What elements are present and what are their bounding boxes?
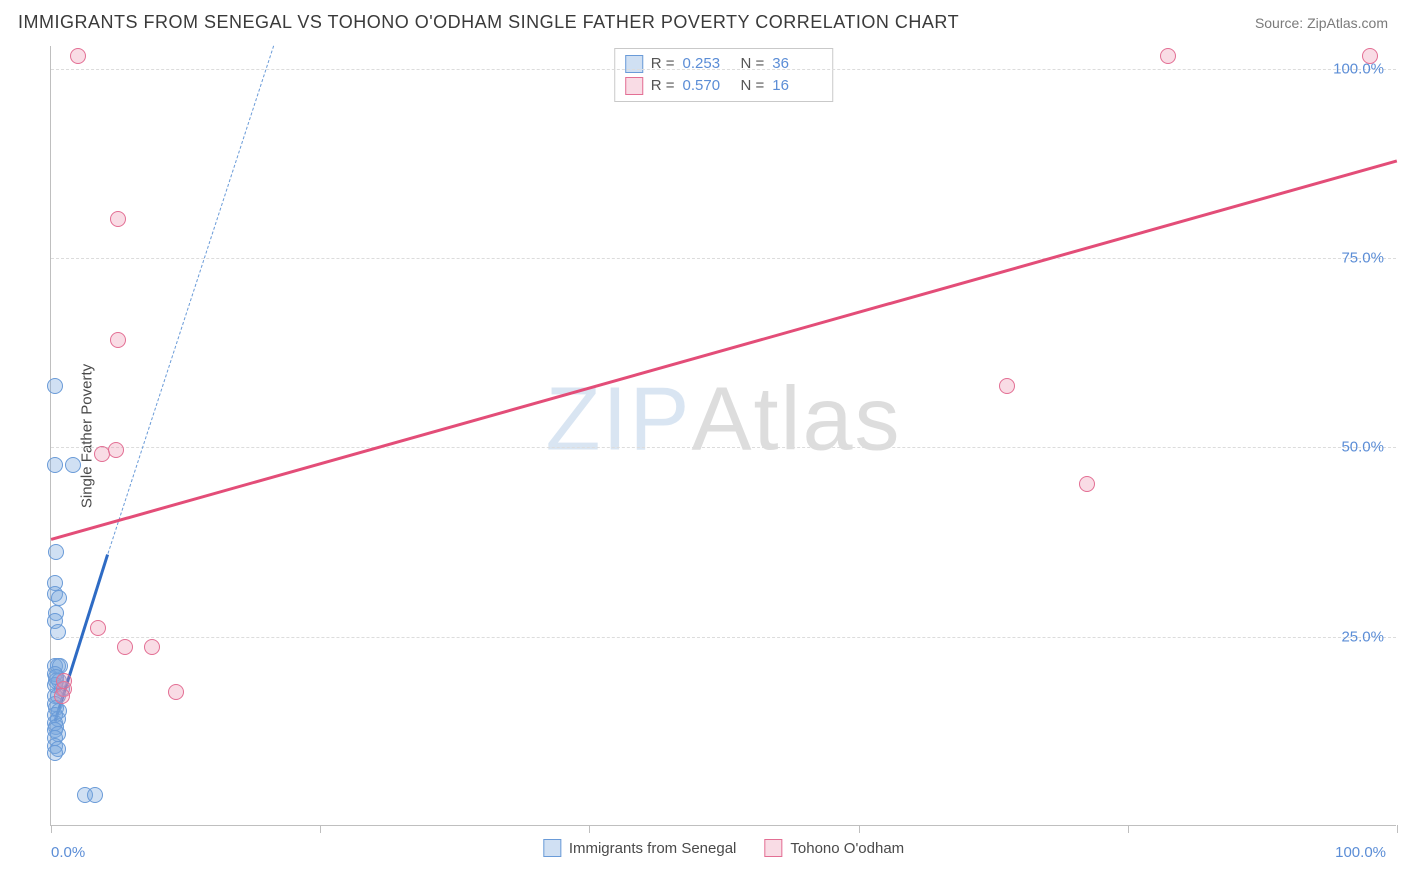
legend-swatch-senegal: [625, 55, 643, 73]
data-point-tohono: [1362, 48, 1378, 64]
chart-title: IMMIGRANTS FROM SENEGAL VS TOHONO O'ODHA…: [18, 12, 959, 33]
r-label: R =: [651, 75, 675, 97]
legend-stats-box: R = 0.253 N = 36 R = 0.570 N = 16: [614, 48, 834, 102]
data-point-senegal: [48, 544, 64, 560]
n-label: N =: [741, 53, 765, 75]
chart-container: Single Father Poverty ZIPAtlas R = 0.253 N…: [50, 46, 1396, 856]
x-tick: [1397, 825, 1398, 833]
source-attribution: Source: ZipAtlas.com: [1255, 15, 1388, 31]
data-point-senegal: [47, 745, 63, 761]
trend-line-dashed: [107, 46, 274, 554]
data-point-tohono: [999, 378, 1015, 394]
data-point-tohono: [1079, 476, 1095, 492]
data-point-tohono: [168, 684, 184, 700]
data-point-senegal: [51, 590, 67, 606]
y-tick-label: 25.0%: [1341, 628, 1384, 645]
series-legend: Immigrants from Senegal Tohono O'odham: [543, 839, 904, 857]
data-point-tohono: [1160, 48, 1176, 64]
data-point-senegal: [47, 457, 63, 473]
n-label: N =: [741, 75, 765, 97]
legend-item-senegal: Immigrants from Senegal: [543, 839, 737, 857]
data-point-tohono: [110, 332, 126, 348]
data-point-tohono: [90, 620, 106, 636]
data-point-senegal: [50, 624, 66, 640]
watermark-atlas: Atlas: [691, 369, 901, 469]
r-value-tohono: 0.570: [683, 75, 733, 97]
gridline-h: [51, 637, 1396, 638]
legend-stat-row-tohono: R = 0.570 N = 16: [625, 75, 823, 97]
legend-swatch-tohono: [625, 77, 643, 95]
data-point-tohono: [144, 639, 160, 655]
x-tick: [51, 825, 52, 833]
gridline-h: [51, 447, 1396, 448]
y-tick-label: 50.0%: [1341, 439, 1384, 456]
legend-swatch-tohono: [764, 839, 782, 857]
x-tick: [1128, 825, 1129, 833]
r-label: R =: [651, 53, 675, 75]
data-point-tohono: [110, 211, 126, 227]
data-point-tohono: [70, 48, 86, 64]
data-point-tohono: [108, 442, 124, 458]
data-point-tohono: [56, 673, 72, 689]
y-axis-label: Single Father Poverty: [79, 363, 96, 507]
data-point-senegal: [47, 378, 63, 394]
legend-swatch-senegal: [543, 839, 561, 857]
watermark-zip: ZIP: [545, 369, 691, 469]
legend-label-senegal: Immigrants from Senegal: [569, 840, 737, 857]
gridline-h: [51, 258, 1396, 259]
data-point-tohono: [54, 688, 70, 704]
legend-item-tohono: Tohono O'odham: [764, 839, 904, 857]
x-tick: [859, 825, 860, 833]
data-point-senegal: [87, 787, 103, 803]
trend-line: [51, 160, 1398, 541]
x-axis-max-label: 100.0%: [1335, 844, 1386, 861]
x-tick: [589, 825, 590, 833]
y-tick-label: 100.0%: [1333, 60, 1384, 77]
gridline-h: [51, 69, 1396, 70]
x-tick: [320, 825, 321, 833]
r-value-senegal: 0.253: [683, 53, 733, 75]
data-point-tohono: [117, 639, 133, 655]
legend-stat-row-senegal: R = 0.253 N = 36: [625, 53, 823, 75]
plot-area: Single Father Poverty ZIPAtlas R = 0.253 N…: [50, 46, 1396, 826]
data-point-senegal: [65, 457, 81, 473]
y-tick-label: 75.0%: [1341, 250, 1384, 267]
n-value-tohono: 16: [772, 75, 822, 97]
x-axis-min-label: 0.0%: [51, 844, 85, 861]
n-value-senegal: 36: [772, 53, 822, 75]
legend-label-tohono: Tohono O'odham: [790, 840, 904, 857]
